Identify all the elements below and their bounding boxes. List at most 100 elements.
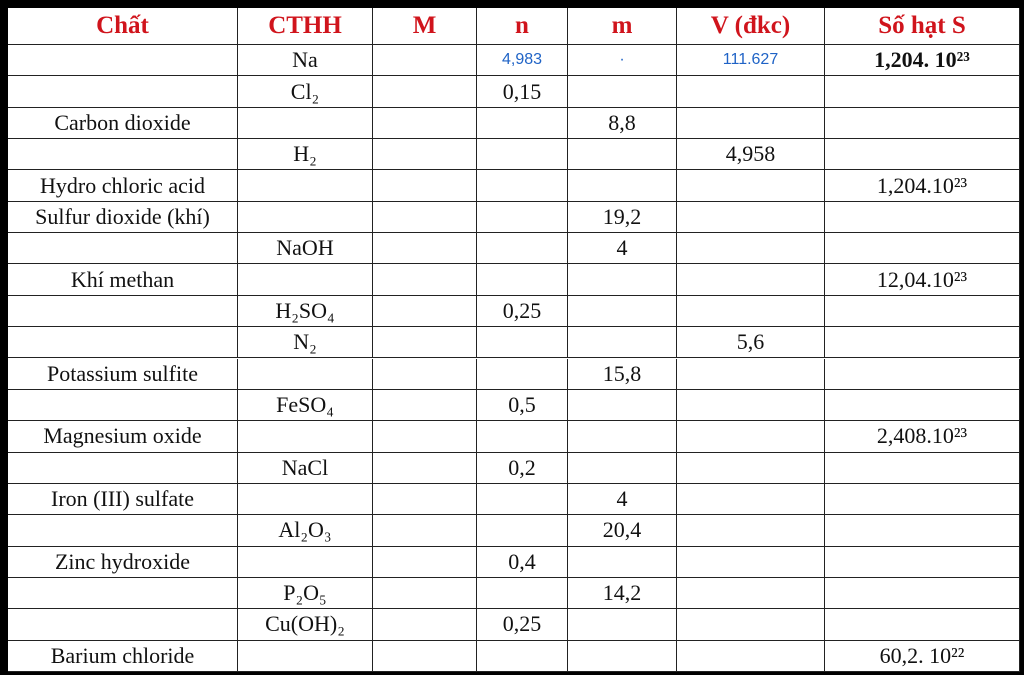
table-cell: Na [238, 45, 373, 77]
cell-text: N₂ [293, 329, 317, 355]
table-cell [568, 546, 677, 578]
table-cell: 0,25 [477, 295, 568, 328]
table-cell [825, 139, 1020, 171]
table-cell [825, 327, 1020, 359]
table-cell: H₂ [238, 139, 373, 171]
table-cell [238, 546, 373, 578]
table-cell: 111.627 [677, 45, 825, 77]
cell-text: Magnesium oxide [43, 423, 202, 449]
table-cell [568, 452, 677, 484]
table-cell [477, 201, 568, 234]
cell-text: NaCl [281, 454, 329, 480]
table-cell [568, 295, 677, 328]
table-cell [568, 170, 677, 202]
table-cell [8, 452, 238, 484]
header-cell: CTHH [238, 8, 373, 45]
table-cell [825, 76, 1020, 108]
table-cell [677, 609, 825, 641]
cell-text: 4,983 [501, 51, 543, 69]
table-cell [373, 640, 477, 672]
table-cell: Iron (III) sulfate [8, 483, 238, 516]
cell-text: V (đkc) [710, 12, 791, 39]
table-cell [8, 76, 238, 108]
header-cell: Số hạt S [825, 8, 1020, 45]
table-cell [238, 483, 373, 516]
table-cell [568, 640, 677, 672]
table-cell [677, 577, 825, 610]
table-cell [8, 327, 238, 359]
table-cell [373, 295, 477, 328]
table-cell [825, 295, 1020, 328]
table-cell: Cu(OH)₂ [238, 609, 373, 641]
cell-text: 1,204. 10²³ [874, 47, 970, 73]
table-cell: · [568, 45, 677, 77]
table-cell: Hydro chloric acid [8, 170, 238, 202]
table-cell [825, 358, 1020, 390]
table-cell: 5,6 [677, 327, 825, 359]
table-cell: N₂ [238, 327, 373, 359]
table-cell: 1,204.10²³ [825, 170, 1020, 202]
table-cell [8, 577, 238, 610]
cell-text: · [619, 51, 625, 69]
cell-text: H₂ [293, 141, 317, 167]
table-cell: 0,2 [477, 452, 568, 484]
table-cell: 12,04.10²³ [825, 264, 1020, 296]
table-cell [238, 201, 373, 234]
table-cell [373, 577, 477, 610]
table-cell [238, 264, 373, 296]
cell-text: 0,15 [502, 78, 542, 104]
cell-text: Zinc hydroxide [54, 548, 191, 574]
cell-text: Khí methan [70, 266, 175, 292]
table-cell [677, 201, 825, 234]
header-cell: V (đkc) [677, 8, 825, 45]
table-cell [477, 107, 568, 140]
cell-text: 19,2 [602, 203, 642, 229]
table-cell [373, 76, 477, 108]
table-cell [825, 233, 1020, 265]
cell-text: 0,25 [502, 611, 542, 637]
cell-text: Carbon dioxide [54, 109, 191, 135]
cell-text: Barium chloride [50, 642, 195, 668]
table-cell [825, 609, 1020, 641]
table-cell [568, 609, 677, 641]
table-cell [373, 609, 477, 641]
cell-text: 15,8 [602, 360, 642, 386]
table-cell [825, 201, 1020, 234]
cell-text: P₂O₅ [283, 580, 327, 606]
cell-text: 8,8 [608, 109, 636, 135]
cell-text: 0,5 [508, 392, 536, 418]
table-cell: Potassium sulfite [8, 358, 238, 390]
table-cell [677, 389, 825, 422]
table-cell: Barium chloride [8, 640, 238, 672]
table-cell [373, 421, 477, 453]
table-cell [373, 327, 477, 359]
table-cell [8, 139, 238, 171]
table-cell [238, 358, 373, 390]
table-cell: Zinc hydroxide [8, 546, 238, 578]
table-cell [373, 515, 477, 547]
table-cell: 4 [568, 233, 677, 265]
cell-text: 2,408.10²³ [876, 423, 968, 449]
table-cell: 0,25 [477, 609, 568, 641]
table-cell: Magnesium oxide [8, 421, 238, 453]
table-cell [677, 546, 825, 578]
table-cell [568, 76, 677, 108]
cell-text: M [412, 12, 437, 39]
table-cell [373, 107, 477, 140]
table-cell: Carbon dioxide [8, 107, 238, 140]
cell-text: 4 [616, 486, 628, 512]
table-cell [373, 452, 477, 484]
table-cell [477, 264, 568, 296]
table-cell [477, 233, 568, 265]
cell-text: 12,04.10²³ [876, 266, 968, 292]
table-cell [825, 483, 1020, 516]
table-cell [8, 45, 238, 77]
table-cell: Cl₂ [238, 76, 373, 108]
table-cell: 4,983 [477, 45, 568, 77]
table-cell [677, 233, 825, 265]
cell-text: 0,4 [508, 548, 536, 574]
table-cell [677, 421, 825, 453]
table-cell [825, 546, 1020, 578]
table-cell [477, 170, 568, 202]
cell-text: 1,204.10²³ [876, 172, 968, 198]
